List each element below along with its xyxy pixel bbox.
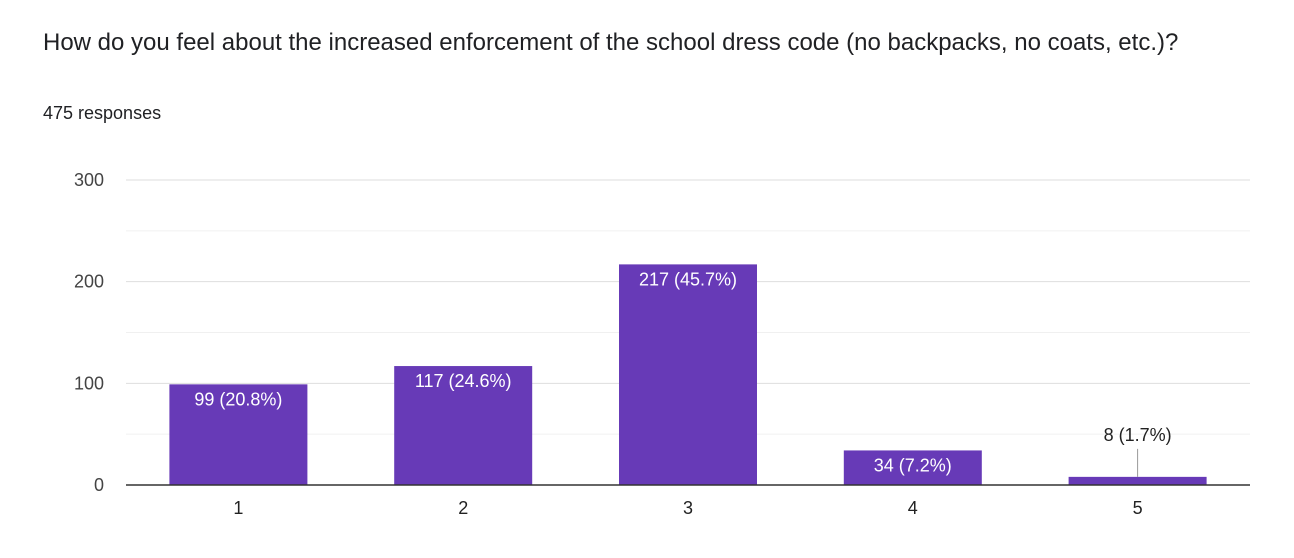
bar-4 — [843, 450, 982, 485]
x-tick-label: 3 — [683, 498, 693, 518]
response-count: 475 responses — [43, 103, 162, 123]
data-label: 117 (24.6%) — [415, 371, 512, 391]
bar-2 — [394, 366, 533, 485]
data-label: 8 (1.7%) — [1104, 425, 1172, 445]
question-title: How do you feel about the increased enfo… — [43, 29, 1179, 56]
x-tick-label: 1 — [233, 498, 243, 518]
y-tick-label: 200 — [74, 272, 104, 292]
x-tick-label: 2 — [458, 498, 468, 518]
bars — [169, 264, 1207, 485]
bar-5 — [1068, 476, 1207, 485]
data-labels: 99 (20.8%) 117 (24.6%) 217 (45.7%) 34 (7.2%… — [194, 269, 1172, 477]
y-tick-label: 100 — [74, 373, 104, 393]
data-label: 99 (20.8%) — [194, 389, 282, 409]
bar-1 — [169, 384, 308, 485]
x-tick-label: 4 — [908, 498, 918, 518]
y-axis-ticks: 0 100 200 300 — [74, 170, 104, 495]
x-tick-label: 5 — [1133, 498, 1143, 518]
x-axis: 1 2 3 4 5 — [126, 484, 1250, 518]
data-label: 217 (45.7%) — [639, 269, 737, 289]
y-tick-label: 0 — [94, 475, 104, 495]
y-tick-label: 300 — [74, 170, 104, 190]
data-label: 34 (7.2%) — [874, 455, 952, 475]
bar-3 — [619, 264, 757, 485]
